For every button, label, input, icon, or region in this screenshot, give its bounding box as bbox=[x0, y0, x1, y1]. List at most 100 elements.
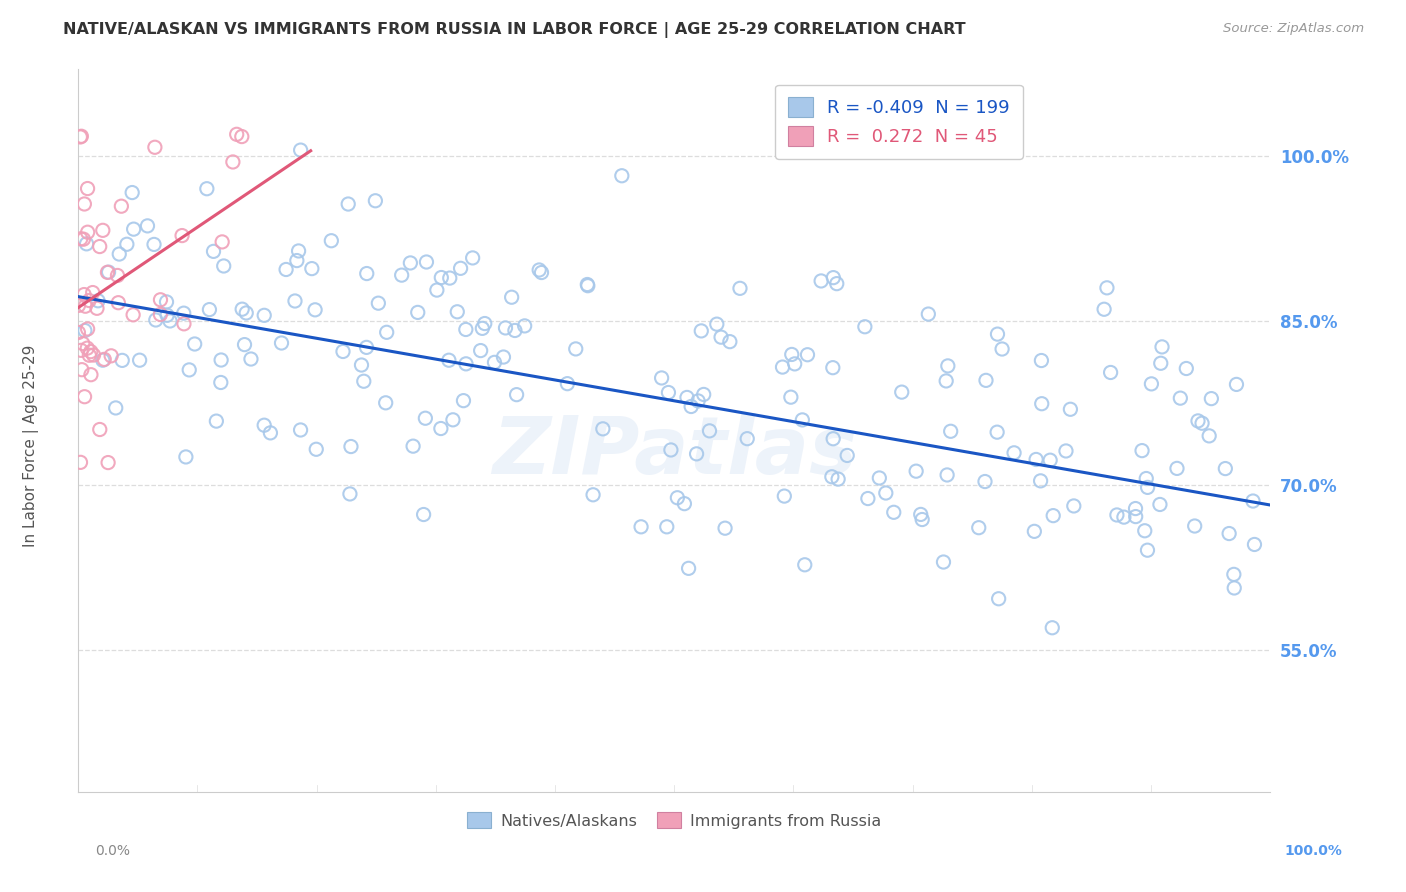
Point bbox=[374, 396, 396, 410]
Text: NATIVE/ALASKAN VS IMMIGRANTS FROM RUSSIA IN LABOR FORCE | AGE 25-29 CORRELATION : NATIVE/ALASKAN VS IMMIGRANTS FROM RUSSIA… bbox=[63, 22, 966, 38]
Point bbox=[159, 314, 181, 328]
Point bbox=[1095, 281, 1118, 295]
Point bbox=[659, 442, 682, 457]
Point bbox=[209, 376, 232, 390]
Point bbox=[415, 255, 437, 269]
Point bbox=[426, 283, 449, 297]
Point bbox=[1042, 508, 1064, 523]
Text: 0.0%: 0.0% bbox=[96, 844, 131, 858]
Point bbox=[783, 357, 806, 371]
Point bbox=[412, 508, 434, 522]
Point bbox=[856, 491, 879, 506]
Point bbox=[70, 343, 93, 358]
Point bbox=[1241, 494, 1264, 508]
Point bbox=[1223, 581, 1246, 595]
Point bbox=[1166, 461, 1188, 475]
Point bbox=[1150, 356, 1173, 370]
Point bbox=[651, 371, 673, 385]
Point bbox=[155, 294, 177, 309]
Point bbox=[1225, 377, 1247, 392]
Point bbox=[1170, 391, 1192, 405]
Point bbox=[461, 251, 484, 265]
Point bbox=[690, 324, 713, 338]
Point bbox=[1002, 446, 1025, 460]
Point bbox=[222, 155, 245, 169]
Point bbox=[678, 561, 700, 575]
Point bbox=[76, 322, 98, 336]
Point bbox=[367, 296, 389, 310]
Point bbox=[513, 318, 536, 333]
Point bbox=[173, 317, 195, 331]
Point bbox=[454, 357, 477, 371]
Point bbox=[69, 232, 91, 246]
Point bbox=[83, 348, 105, 362]
Point bbox=[287, 244, 309, 258]
Point bbox=[430, 421, 453, 435]
Point bbox=[69, 130, 91, 145]
Point bbox=[655, 520, 678, 534]
Point bbox=[1099, 366, 1122, 380]
Point bbox=[666, 491, 689, 505]
Point bbox=[779, 390, 801, 404]
Point bbox=[173, 306, 195, 320]
Point bbox=[149, 308, 172, 322]
Point bbox=[284, 293, 307, 308]
Point bbox=[69, 455, 91, 469]
Point bbox=[991, 342, 1014, 356]
Point bbox=[76, 236, 98, 251]
Point bbox=[1105, 508, 1128, 522]
Point bbox=[706, 317, 728, 331]
Point bbox=[825, 277, 848, 291]
Point bbox=[492, 350, 515, 364]
Point bbox=[1136, 480, 1159, 494]
Point bbox=[239, 351, 262, 366]
Point bbox=[97, 456, 120, 470]
Point bbox=[630, 520, 652, 534]
Point bbox=[337, 197, 360, 211]
Point bbox=[470, 343, 492, 358]
Point bbox=[195, 182, 218, 196]
Point bbox=[837, 449, 859, 463]
Point bbox=[1140, 376, 1163, 391]
Point bbox=[356, 267, 378, 281]
Point bbox=[353, 374, 375, 388]
Point bbox=[868, 471, 890, 485]
Text: 100.0%: 100.0% bbox=[1285, 844, 1343, 858]
Point bbox=[259, 425, 281, 440]
Point bbox=[986, 425, 1008, 439]
Point bbox=[80, 368, 103, 382]
Point bbox=[1031, 397, 1053, 411]
Point bbox=[356, 340, 378, 354]
Point bbox=[905, 464, 928, 478]
Point bbox=[823, 432, 845, 446]
Point bbox=[82, 285, 104, 300]
Point bbox=[145, 313, 167, 327]
Point bbox=[285, 253, 308, 268]
Point bbox=[673, 497, 696, 511]
Point bbox=[810, 274, 832, 288]
Point bbox=[156, 308, 179, 322]
Point bbox=[441, 413, 464, 427]
Point bbox=[505, 387, 527, 401]
Point bbox=[73, 390, 96, 404]
Point bbox=[699, 424, 721, 438]
Point bbox=[527, 263, 550, 277]
Point bbox=[97, 265, 120, 279]
Point bbox=[332, 344, 354, 359]
Point bbox=[773, 489, 796, 503]
Point bbox=[1187, 414, 1209, 428]
Point bbox=[910, 508, 932, 522]
Point bbox=[592, 422, 614, 436]
Point bbox=[503, 323, 526, 337]
Point bbox=[399, 256, 422, 270]
Point bbox=[439, 271, 461, 285]
Point bbox=[73, 197, 96, 211]
Point bbox=[76, 225, 98, 239]
Point bbox=[104, 401, 127, 415]
Point bbox=[290, 143, 312, 157]
Point bbox=[1215, 461, 1237, 475]
Point bbox=[911, 512, 934, 526]
Point bbox=[202, 244, 225, 259]
Point bbox=[304, 302, 326, 317]
Point bbox=[471, 321, 494, 335]
